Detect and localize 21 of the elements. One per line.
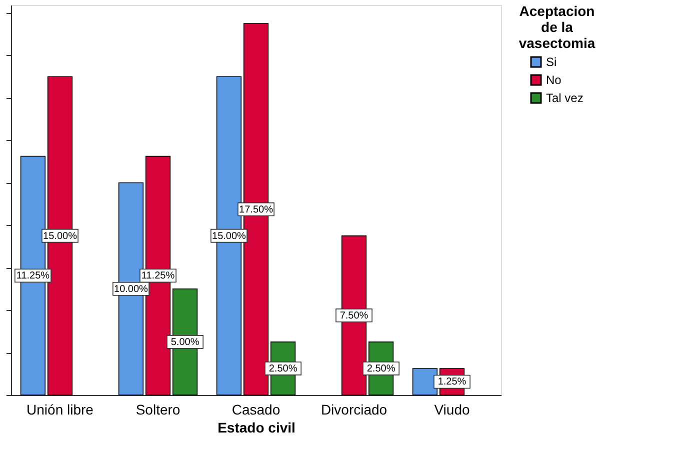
legend-title: Aceptacion de la vasectomia bbox=[518, 3, 596, 51]
data-label: 7.50% bbox=[340, 310, 368, 322]
x-tick-label: Soltero bbox=[136, 402, 180, 418]
x-tick-label: Viudo bbox=[434, 402, 470, 418]
data-label: 1.25% bbox=[438, 376, 466, 388]
data-label: 15.00% bbox=[212, 230, 246, 242]
x-tick-label: Casado bbox=[232, 402, 280, 418]
data-label: 11.25% bbox=[141, 270, 175, 282]
data-label: 17.50% bbox=[239, 204, 274, 216]
data-label: 10.00% bbox=[114, 284, 148, 295]
legend-label: Tal vez bbox=[546, 91, 584, 105]
legend-label: Si bbox=[546, 55, 557, 69]
legend-label: No bbox=[546, 73, 562, 87]
data-label: 15.00% bbox=[43, 230, 78, 242]
data-label: 11.25% bbox=[16, 270, 50, 282]
x-axis-title: Estado civil bbox=[218, 420, 296, 436]
x-tick-label: Divorciado bbox=[320, 402, 388, 418]
data-label: 2.50% bbox=[268, 363, 298, 374]
x-tick-label: Unión libre bbox=[26, 402, 94, 418]
data-label: 5.00% bbox=[170, 336, 200, 348]
data-label: 2.50% bbox=[366, 363, 396, 374]
